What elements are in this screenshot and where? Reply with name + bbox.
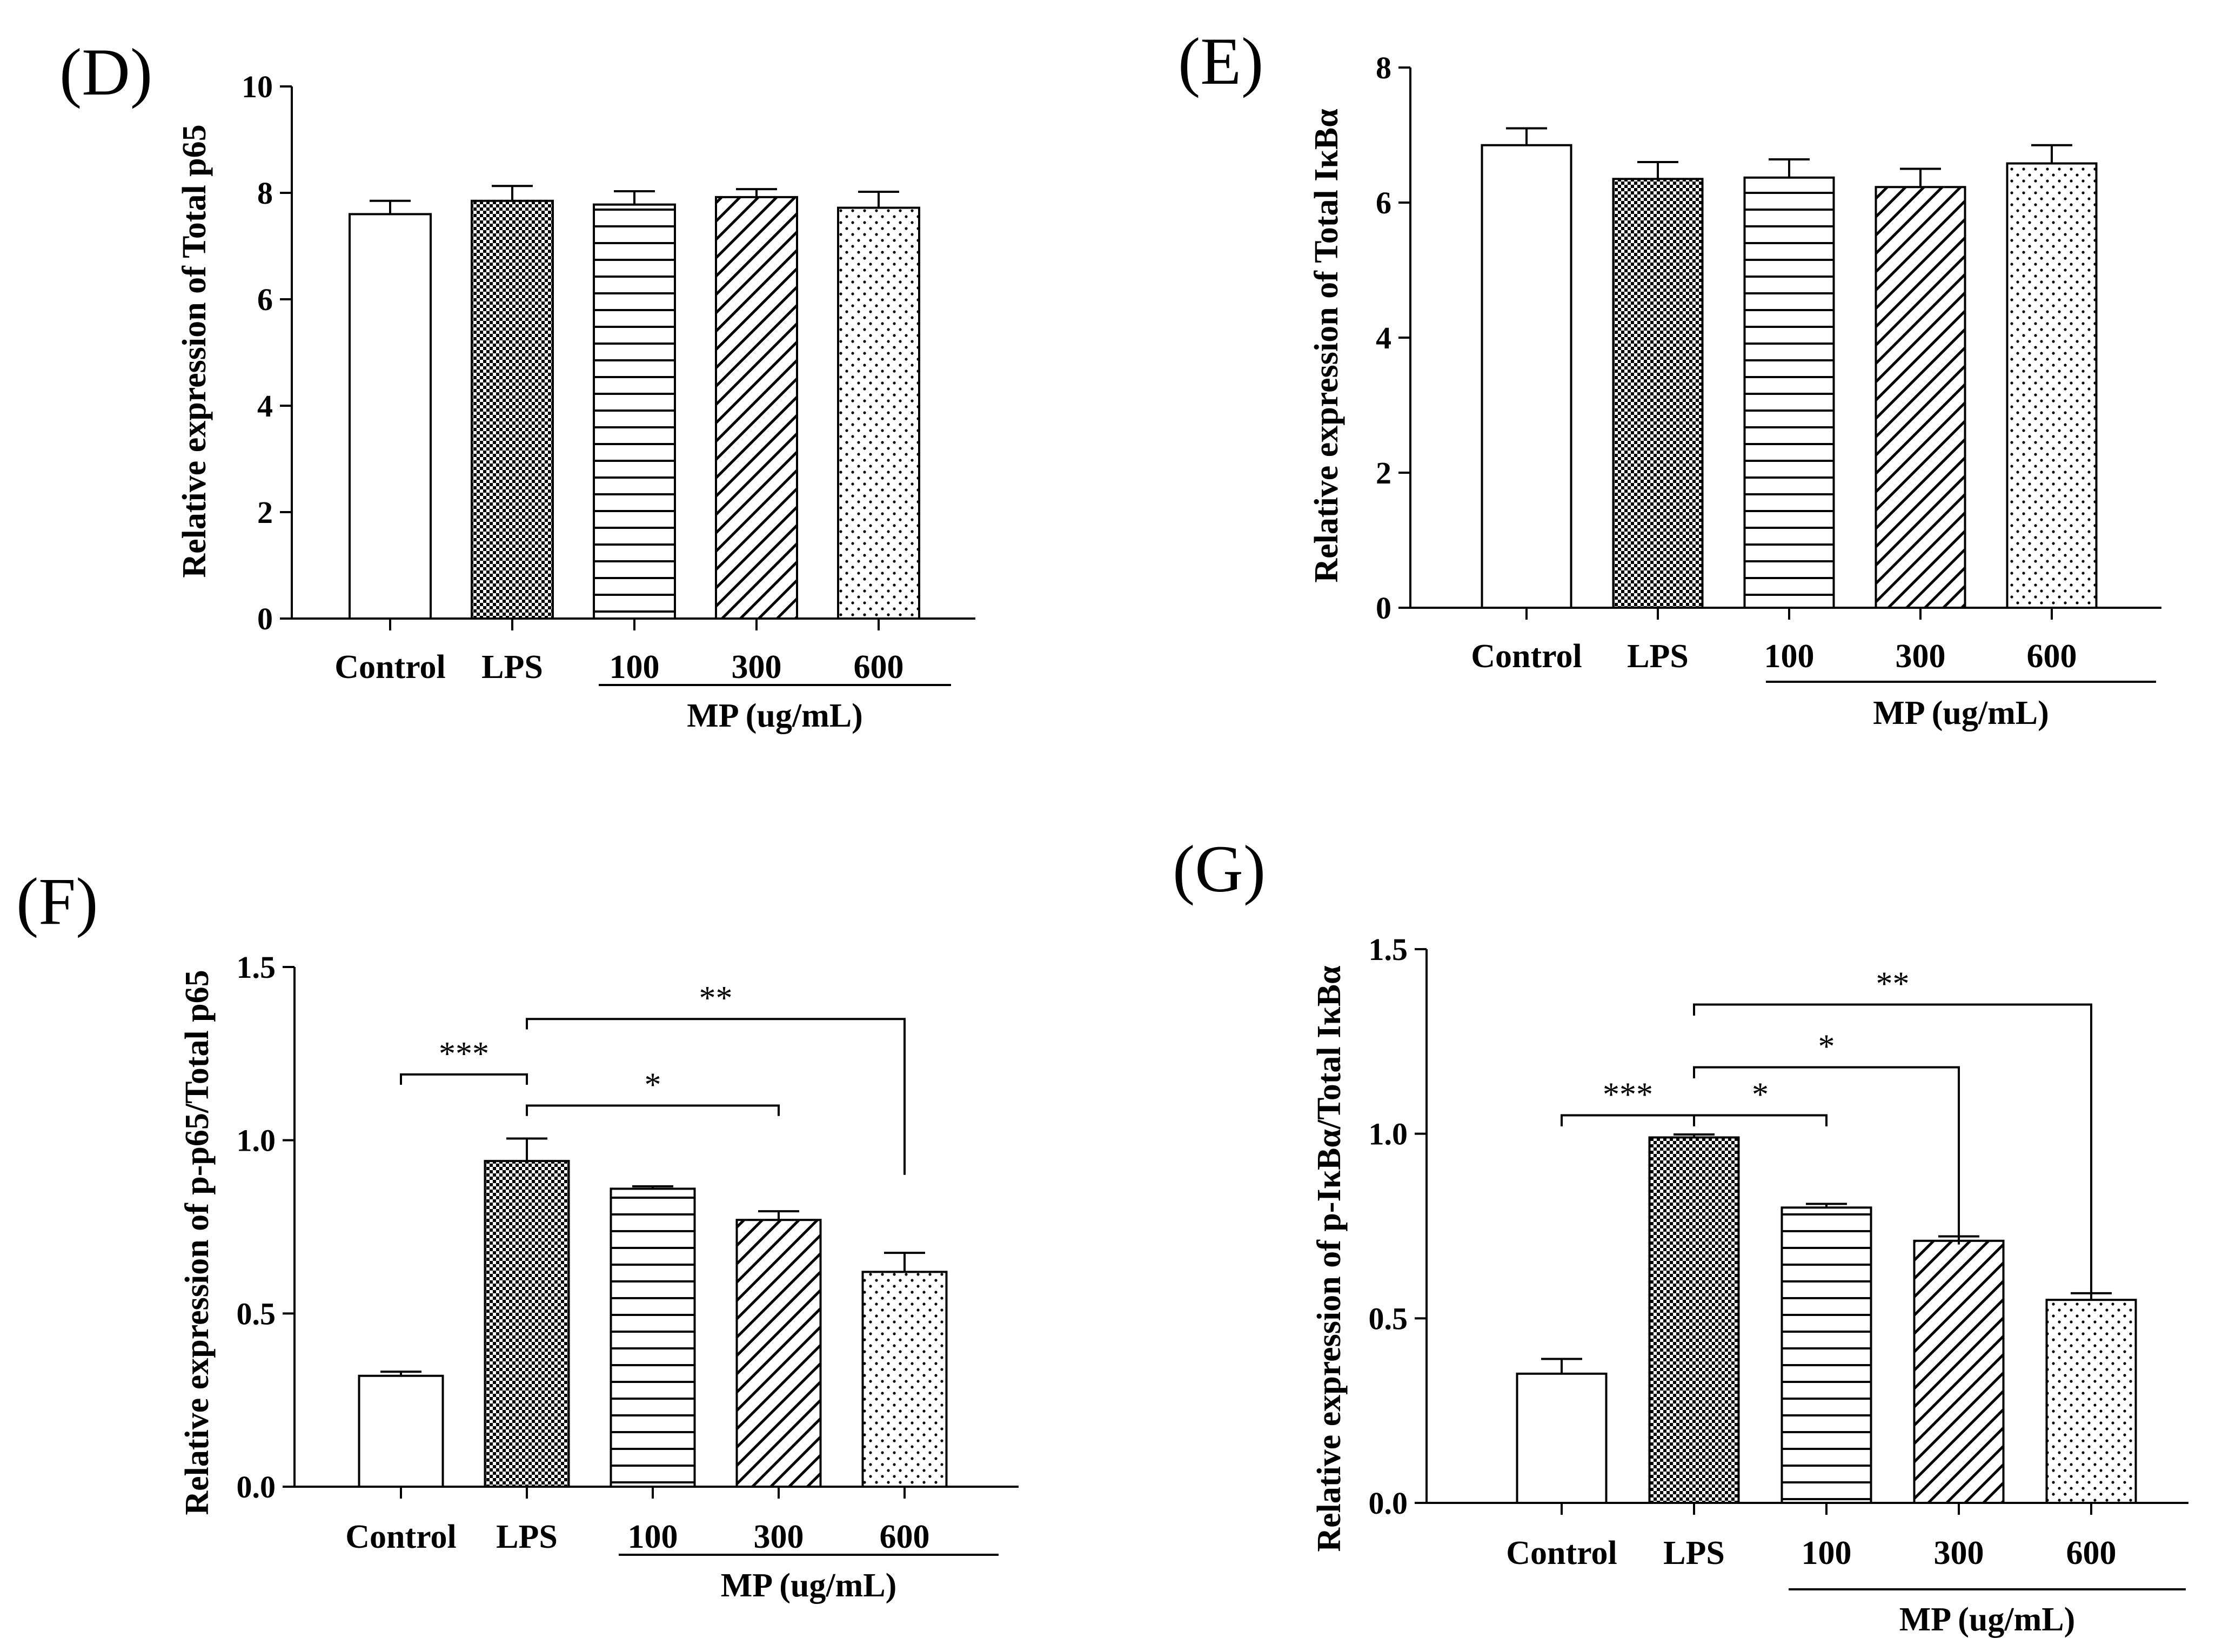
- bar-plot-g: Control LPS 100 300 600 0.0 0.5 1.0 1.5 MP (ug/mL…: [1369, 932, 2188, 1638]
- y-axis-label: Relative expression of Total IκBα: [1308, 109, 1345, 582]
- group-label: MP (ug/mL): [687, 697, 862, 734]
- panel-letter: (G): [1173, 832, 1266, 906]
- bar-Control: [349, 213, 432, 620]
- x-tick-label: LPS: [1663, 1535, 1725, 1572]
- bar-plot-e: Control LPS 100 300 600 0 2 4 6 8 MP (ug/mL): [1376, 50, 2161, 731]
- x-tick-label: Control: [1506, 1535, 1617, 1572]
- x-tick-label: Control: [334, 649, 446, 686]
- x-tick-label: 600: [880, 1519, 930, 1555]
- y-tick-label: 1.5: [237, 950, 276, 985]
- significance-label: ***: [439, 1036, 489, 1072]
- bar-600: [861, 1271, 948, 1488]
- significance-bracket: [400, 1073, 528, 1085]
- bar-600: [2006, 162, 2098, 609]
- bar-100: [610, 1187, 696, 1488]
- x-tick-label: Control: [1471, 638, 1582, 675]
- significance-label: **: [1876, 966, 1910, 1003]
- panel-letter: (F): [16, 864, 98, 938]
- y-tick-label: 4: [1376, 320, 1391, 355]
- bar-Control: [1516, 1372, 1608, 1504]
- bar-100: [1743, 176, 1835, 609]
- y-tick-label: 6: [257, 282, 273, 317]
- y-tick-label: 0: [1376, 590, 1391, 626]
- bar-LPS: [471, 199, 554, 620]
- x-tick-label: 100: [1764, 638, 1815, 675]
- y-axis-label: Relative expression of p-IκBα/Total IκBα: [1311, 965, 1348, 1552]
- significance-label: *: [1752, 1077, 1769, 1113]
- significance-bracket: [526, 1018, 906, 1175]
- bar-100: [593, 203, 676, 620]
- panel-e: (E) Relative expression of Total IκBα Co…: [1178, 24, 2161, 731]
- bar-plot-d: Control LPS 100 300 600 0 2 4 6 8 10 MP (ug/mL): [242, 69, 975, 734]
- x-tick-label: Control: [345, 1519, 457, 1555]
- significance-bracket: [1693, 1114, 1828, 1126]
- x-tick-label: 600: [854, 649, 904, 686]
- bar-LPS: [1612, 178, 1704, 609]
- panel-d: (D) Relative expression of Total p65 Con…: [59, 35, 975, 734]
- bar-LPS: [484, 1160, 570, 1488]
- significance-label: *: [1818, 1029, 1835, 1065]
- bar-300: [1913, 1239, 2005, 1504]
- y-tick-label: 1.0: [237, 1123, 276, 1158]
- x-tick-label: 100: [628, 1519, 678, 1555]
- significance-bracket: [1561, 1114, 1695, 1126]
- y-tick-label: 4: [257, 388, 273, 424]
- x-tick-label: 300: [1896, 638, 1946, 675]
- group-label: MP (ug/mL): [721, 1567, 896, 1604]
- bar-600: [837, 206, 920, 620]
- significance-label: *: [645, 1067, 661, 1104]
- y-tick-label: 0.5: [237, 1296, 276, 1331]
- x-tick-label: 300: [732, 649, 782, 686]
- bar-300: [715, 196, 798, 620]
- x-tick-label: LPS: [481, 649, 543, 686]
- x-tick-label: LPS: [496, 1519, 558, 1555]
- bar-Control: [1481, 144, 1572, 609]
- y-tick-label: 6: [1376, 185, 1391, 220]
- y-tick-label: 2: [1376, 455, 1391, 491]
- significance-bracket: [526, 1104, 780, 1116]
- y-tick-label: 0.0: [237, 1469, 276, 1505]
- x-tick-label: 100: [1802, 1535, 1852, 1572]
- y-axis-label: Relative expression of Total p65: [176, 124, 213, 577]
- y-tick-label: 0.0: [1369, 1486, 1408, 1521]
- y-tick-label: 1.5: [1369, 932, 1408, 967]
- bar-300: [1875, 186, 1966, 609]
- significance-label: ***: [1603, 1077, 1653, 1113]
- bar-Control: [358, 1374, 444, 1488]
- bar-plot-f: Control LPS 100 300 600 0.0 0.5 1.0 1.5 MP (ug/mL…: [237, 950, 1019, 1604]
- significance-label: **: [699, 980, 733, 1017]
- x-tick-label: 600: [2066, 1535, 2117, 1572]
- bar-100: [1780, 1206, 1872, 1504]
- y-tick-label: 10: [242, 69, 273, 104]
- y-tick-label: 1.0: [1369, 1117, 1408, 1152]
- x-tick-label: LPS: [1627, 638, 1689, 675]
- panel-f: (F) Relative expression of p-p65/Total p…: [16, 864, 1019, 1604]
- x-tick-label: 600: [2027, 638, 2077, 675]
- y-tick-label: 2: [257, 495, 273, 530]
- x-tick-label: 300: [754, 1519, 804, 1555]
- y-axis-label: Relative expression of p-p65/Total p65: [179, 970, 216, 1515]
- significance-bracket: [1693, 1003, 2092, 1297]
- panel-letter: (E): [1178, 24, 1263, 98]
- bar-600: [2045, 1299, 2137, 1505]
- panel-g: (G) Relative expression of p-IκBα/Total …: [1173, 832, 2188, 1638]
- y-tick-label: 8: [257, 176, 273, 211]
- y-tick-label: 0: [257, 601, 273, 636]
- x-tick-label: 100: [610, 649, 660, 686]
- x-tick-label: 300: [1934, 1535, 1984, 1572]
- significance-bracket: [1693, 1066, 1960, 1245]
- bar-LPS: [1648, 1136, 1740, 1504]
- group-label: MP (ug/mL): [1873, 695, 2049, 731]
- y-tick-label: 0.5: [1369, 1301, 1408, 1336]
- y-tick-label: 8: [1376, 50, 1391, 85]
- bar-300: [735, 1219, 822, 1488]
- group-label: MP (ug/mL): [1899, 1601, 2075, 1638]
- panel-letter: (D): [59, 35, 152, 109]
